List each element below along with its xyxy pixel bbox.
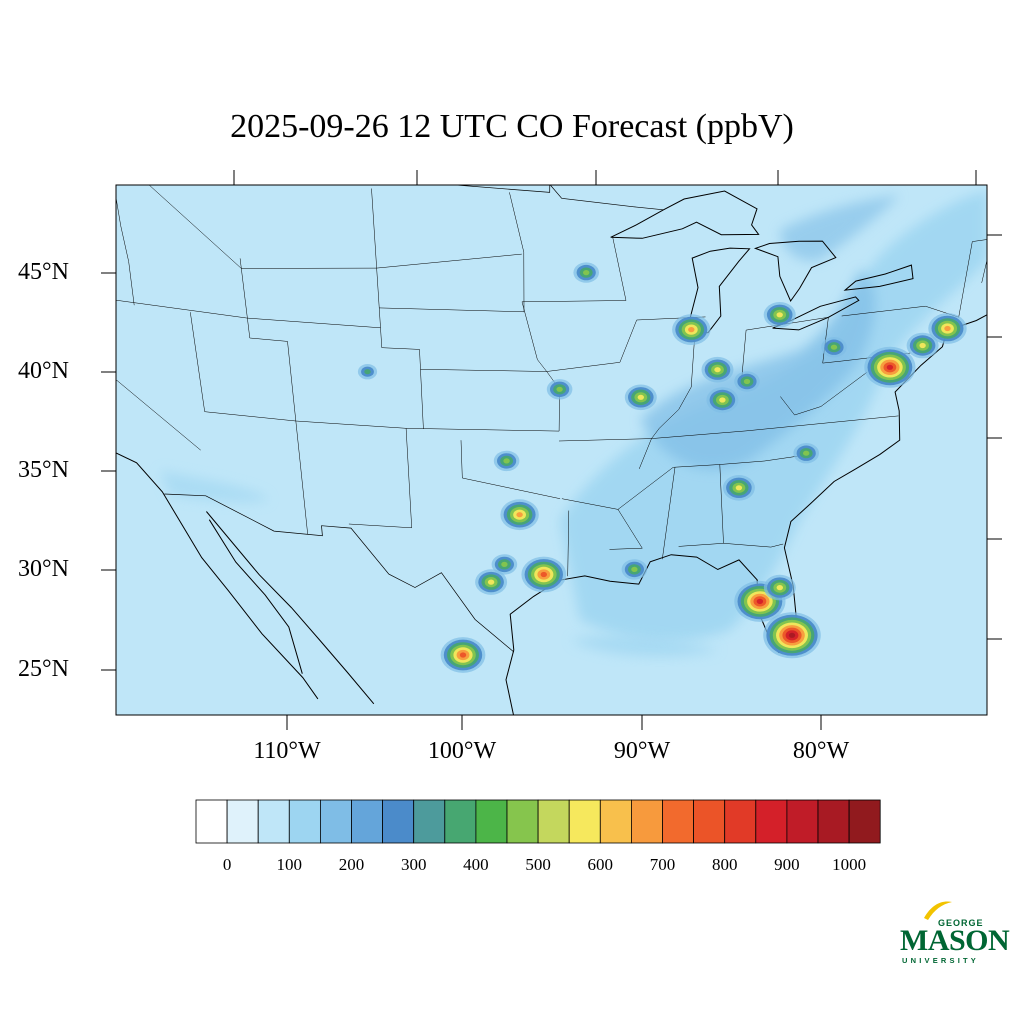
- co-field-region: [780, 195, 900, 261]
- colorbar-tick-label: 0: [222, 855, 232, 874]
- logo-mason-text: MASON: [900, 924, 1010, 957]
- co-hotspot: [672, 314, 711, 345]
- colorbar-tick-label: 800: [711, 855, 738, 874]
- coastline: [208, 519, 303, 674]
- lake-outline: [753, 240, 837, 303]
- lon-label-90: 90°W: [613, 738, 671, 764]
- state-border: [638, 333, 696, 469]
- gmu-logo: GEORGE MASON UNIVERSITY: [896, 896, 1010, 970]
- co-hotspot: [763, 612, 821, 659]
- state-border: [116, 379, 201, 451]
- co-hotspot: [357, 364, 378, 380]
- state-border: [1015, 229, 1020, 272]
- co-hotspot: [493, 450, 520, 472]
- co-hotspot: [864, 346, 916, 388]
- co-hotspot: [701, 356, 734, 383]
- co-hotspot: [624, 384, 657, 411]
- lat-label-35: 35°N: [18, 457, 69, 483]
- state-border: [567, 510, 570, 577]
- state-border: [148, 185, 522, 269]
- co-field-region: [640, 270, 875, 470]
- colorbar-tick-label: 200: [338, 855, 365, 874]
- lon-label-100: 100°W: [427, 738, 497, 764]
- lon-label-80: 80°W: [792, 738, 850, 764]
- co-hotspot: [521, 556, 567, 593]
- country-border: [451, 185, 664, 211]
- lake-outline: [772, 296, 860, 331]
- state-border: [561, 455, 803, 510]
- leaf-icon: [924, 901, 952, 920]
- colorbar-tick-label: 1000: [832, 855, 867, 874]
- co-hotspot: [491, 554, 518, 575]
- state-border: [780, 371, 868, 416]
- lake-outline: [689, 247, 751, 334]
- co-hotspot: [440, 637, 486, 673]
- coastline-layer: [116, 131, 1024, 715]
- colorbar-tick-label: 100: [276, 855, 303, 874]
- state-border: [420, 316, 706, 372]
- co-field-region: [570, 635, 720, 657]
- map-frame: [115, 184, 988, 716]
- lat-label-30: 30°N: [18, 556, 69, 582]
- state-border: [662, 467, 676, 560]
- lake-outline: [843, 264, 914, 291]
- co-hotspot: [706, 387, 739, 413]
- map-background: [116, 185, 987, 715]
- co-hotspot: [996, 277, 1022, 297]
- lat-label-40: 40°N: [18, 358, 69, 384]
- colorbar-tick-label: 400: [463, 855, 489, 874]
- colorbar-tick-label: 900: [774, 855, 800, 874]
- state-border: [116, 299, 381, 329]
- co-hotspot: [722, 475, 755, 501]
- co-hotspot: [500, 499, 539, 531]
- lake-outline: [610, 190, 760, 239]
- co-hotspot: [763, 302, 796, 328]
- co-hotspot: [621, 559, 648, 580]
- chart-title: 2025-09-26 12 UTC CO Forecast (ppbV): [230, 108, 794, 145]
- state-border: [678, 543, 784, 548]
- state-border: [558, 415, 899, 442]
- co-hotspot: [906, 332, 939, 359]
- co-hotspot: [546, 379, 573, 400]
- state-border: [348, 428, 412, 529]
- coastline: [1019, 131, 1024, 218]
- state-border: [990, 297, 994, 317]
- state-border: [719, 464, 724, 544]
- coastline: [206, 511, 375, 705]
- coastline: [505, 314, 987, 715]
- co-hotspot: [475, 569, 508, 595]
- hotspot-layer: [357, 262, 1022, 673]
- colorbar-tick-label: 300: [400, 855, 427, 874]
- co-hotspot: [573, 262, 599, 283]
- coastline: [116, 452, 319, 700]
- co-hotspot: [928, 313, 967, 344]
- colorbar-tick-label: 500: [525, 855, 551, 874]
- logo-george-text: GEORGE: [938, 918, 984, 928]
- state-border: [116, 196, 135, 306]
- state-border: [460, 440, 561, 499]
- colorbar-tick-label: 700: [649, 855, 676, 874]
- country-border: [164, 493, 515, 653]
- tick-marks: [101, 170, 1002, 730]
- co-hotspot: [821, 337, 847, 358]
- colorbar-tick-label: 600: [587, 855, 614, 874]
- co-field-region: [160, 470, 270, 503]
- co-hotspot: [734, 371, 760, 392]
- state-border: [609, 509, 643, 550]
- co-hotspot: [793, 443, 819, 464]
- state-border: [379, 192, 525, 313]
- lat-label-25: 25°N: [18, 656, 69, 682]
- lon-label-110: 110°W: [253, 738, 321, 764]
- state-border: [287, 341, 308, 535]
- state-border: [239, 258, 288, 342]
- logo-university-text: UNIVERSITY: [902, 956, 980, 965]
- co-hotspot: [763, 574, 796, 601]
- lat-label-45: 45°N: [18, 259, 69, 285]
